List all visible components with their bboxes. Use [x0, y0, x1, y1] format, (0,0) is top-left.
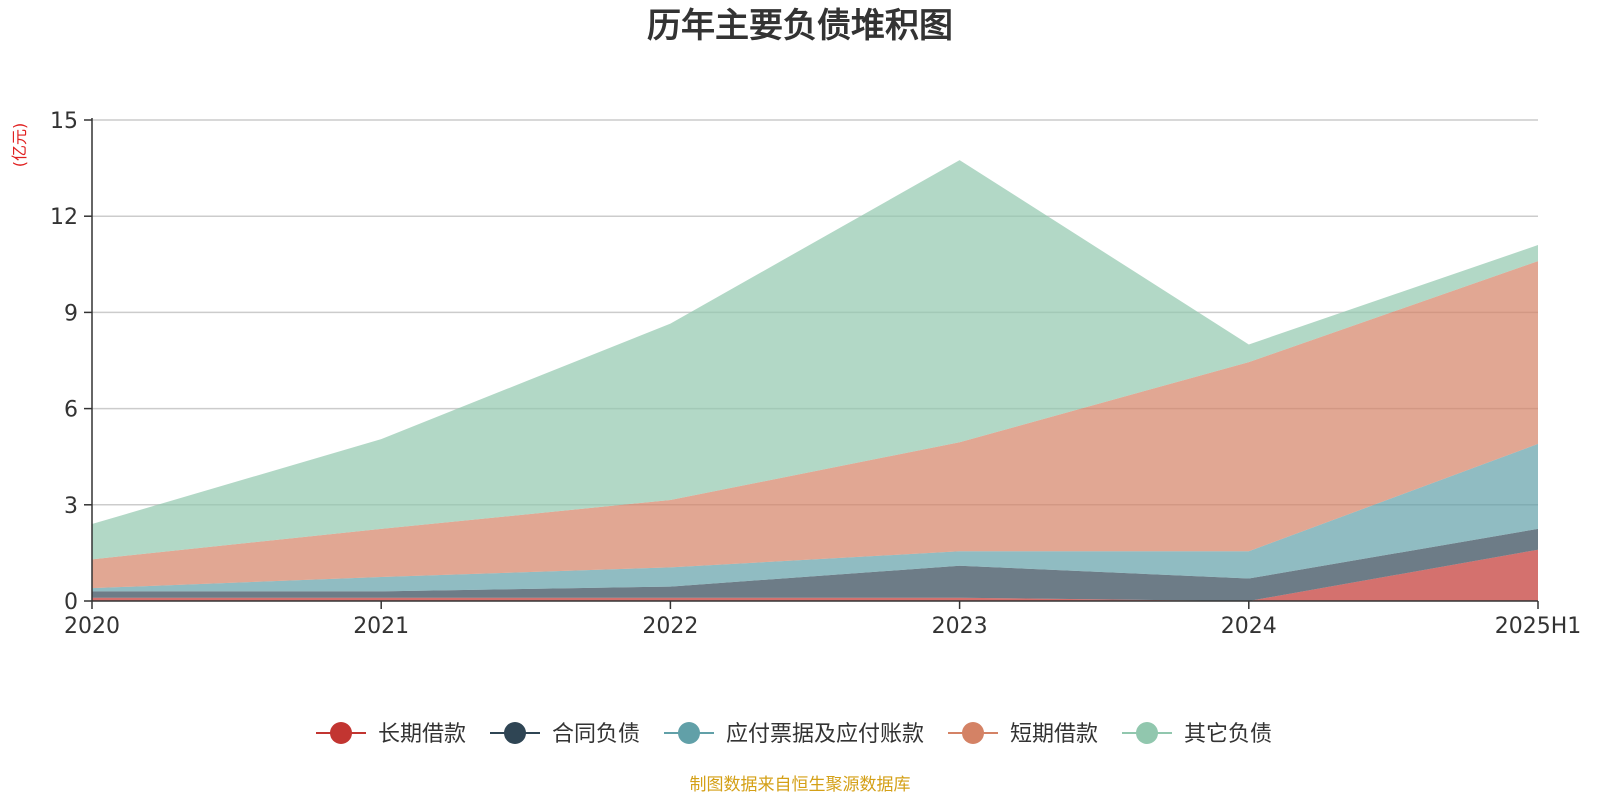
- legend-item: 短期借款: [948, 722, 1098, 747]
- legend-marker: [1136, 722, 1158, 744]
- legend-item: 其它负债: [1122, 722, 1272, 747]
- legend-label: 应付票据及应付账款: [726, 722, 924, 747]
- legend-marker: [962, 722, 984, 744]
- x-tick-label: 2020: [64, 614, 120, 639]
- legend-marker: [330, 722, 352, 744]
- legend: 长期借款 合同负债 应付票据及应付账款 短期借款 其它负债: [316, 722, 1272, 747]
- legend-label: 合同负债: [552, 722, 640, 747]
- y-axis-unit: (亿元): [10, 123, 29, 168]
- area-series-4: [92, 261, 1538, 589]
- legend-label: 长期借款: [378, 722, 466, 747]
- x-tick-label: 2025H1: [1495, 614, 1582, 639]
- x-tick-label: 2021: [353, 614, 409, 639]
- x-tick-label: 2024: [1221, 614, 1277, 639]
- x-tick-label: 2022: [642, 614, 698, 639]
- x-tick-label: 2023: [932, 614, 988, 639]
- y-tick-label: 6: [64, 398, 78, 423]
- y-tick-label: 3: [64, 494, 78, 519]
- area-series-3: [92, 443, 1538, 592]
- legend-item: 长期借款: [316, 722, 466, 747]
- legend-marker: [504, 722, 526, 744]
- axes: 0 3 6 9 12 15 2020 2021 2022 2023 2024 2025H1: [50, 109, 1581, 639]
- legend-item: 合同负债: [490, 722, 640, 747]
- legend-label: 其它负债: [1184, 722, 1272, 747]
- y-tick-label: 12: [50, 205, 78, 230]
- legend-label: 短期借款: [1010, 722, 1098, 747]
- y-tick-label: 15: [50, 109, 78, 134]
- y-tick-label: 0: [64, 590, 78, 615]
- legend-marker: [678, 722, 700, 744]
- source-note: 制图数据来自恒生聚源数据库: [690, 775, 911, 795]
- chart-title: 历年主要负债堆积图: [647, 6, 953, 46]
- area-series-5: [92, 160, 1538, 560]
- y-tick-label: 9: [64, 301, 78, 326]
- area-series: [92, 160, 1538, 601]
- legend-item: 应付票据及应付账款: [664, 722, 924, 747]
- area-series-1: [92, 549, 1538, 601]
- area-series-2: [92, 528, 1538, 601]
